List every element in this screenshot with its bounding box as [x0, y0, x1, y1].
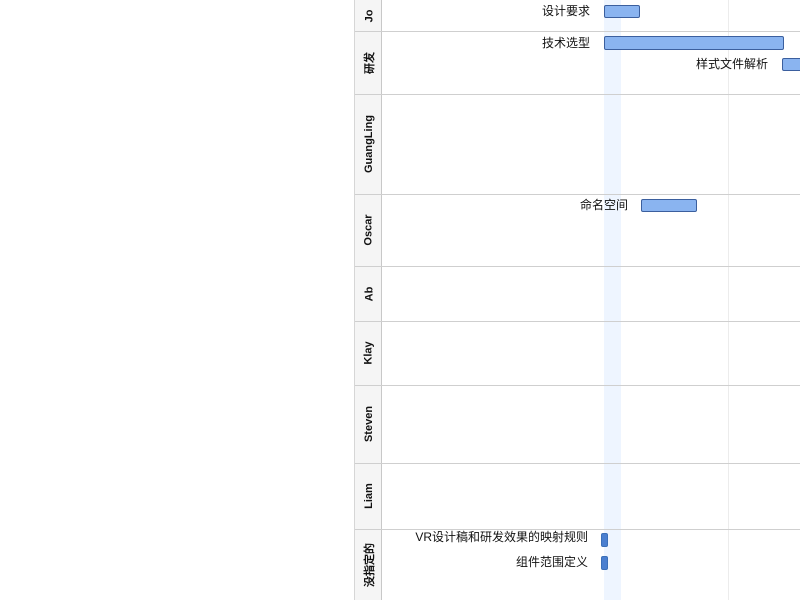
lane-divider — [355, 463, 383, 464]
task-bar-namespace[interactable] — [641, 199, 697, 212]
lane-divider — [355, 385, 383, 386]
task-bar-vr-mapping[interactable] — [601, 533, 608, 547]
task-label-design-req: 设计要求 — [541, 4, 590, 18]
gantt-chart: Jo 研发 GuangLing Oscar Ab Klay Steven Lia… — [354, 0, 800, 600]
lane-divider — [382, 463, 800, 464]
lane-divider — [382, 31, 800, 32]
lane-divider — [355, 194, 383, 195]
lane-header-column: Jo 研发 GuangLing Oscar Ab Klay Steven Lia… — [354, 0, 383, 600]
grid-line — [728, 0, 729, 600]
lane-divider — [382, 194, 800, 195]
task-bar-tech-select[interactable] — [604, 36, 784, 50]
task-label-vr-mapping: VR设计稿和研发效果的映射规则 — [415, 530, 588, 544]
task-label-component-scope: 组件范围定义 — [515, 555, 588, 569]
lane-divider — [355, 529, 383, 530]
lane-label-klay[interactable]: Klay — [363, 341, 375, 365]
lane-label-oscar[interactable]: Oscar — [363, 214, 376, 246]
lane-label-ab[interactable]: Ab — [362, 286, 375, 301]
task-bar-design-req[interactable] — [604, 5, 640, 18]
task-label-tech-select: 技术选型 — [541, 36, 590, 50]
lane-label-steven[interactable]: Steven — [363, 405, 376, 443]
lane-label-jo[interactable]: Jo — [363, 9, 375, 22]
lane-label-unassigned[interactable]: 没指定的 — [364, 542, 376, 587]
lane-divider — [355, 266, 383, 267]
task-label-style-parse: 样式文件解析 — [695, 57, 768, 71]
task-bar-style-parse[interactable] — [782, 58, 800, 71]
lane-label-guangling[interactable]: GuangLing — [363, 114, 376, 174]
lane-divider — [355, 321, 383, 322]
lane-divider — [382, 321, 800, 322]
lane-divider — [355, 31, 383, 32]
lane-divider — [382, 94, 800, 95]
lane-label-yanfa[interactable]: 研发 — [364, 51, 376, 74]
lane-divider — [382, 529, 800, 530]
timeline-area[interactable]: 设计要求 技术选型 样式文件解析 命名空间 VR设计稿和研发效果的映射规则 组件… — [382, 0, 800, 600]
task-label-namespace: 命名空间 — [579, 198, 628, 212]
today-highlight — [604, 0, 621, 600]
lane-divider — [382, 385, 800, 386]
lane-divider — [382, 266, 800, 267]
task-bar-component-scope[interactable] — [601, 556, 608, 570]
lane-divider — [355, 94, 383, 95]
lane-label-liam[interactable]: Liam — [363, 483, 375, 509]
